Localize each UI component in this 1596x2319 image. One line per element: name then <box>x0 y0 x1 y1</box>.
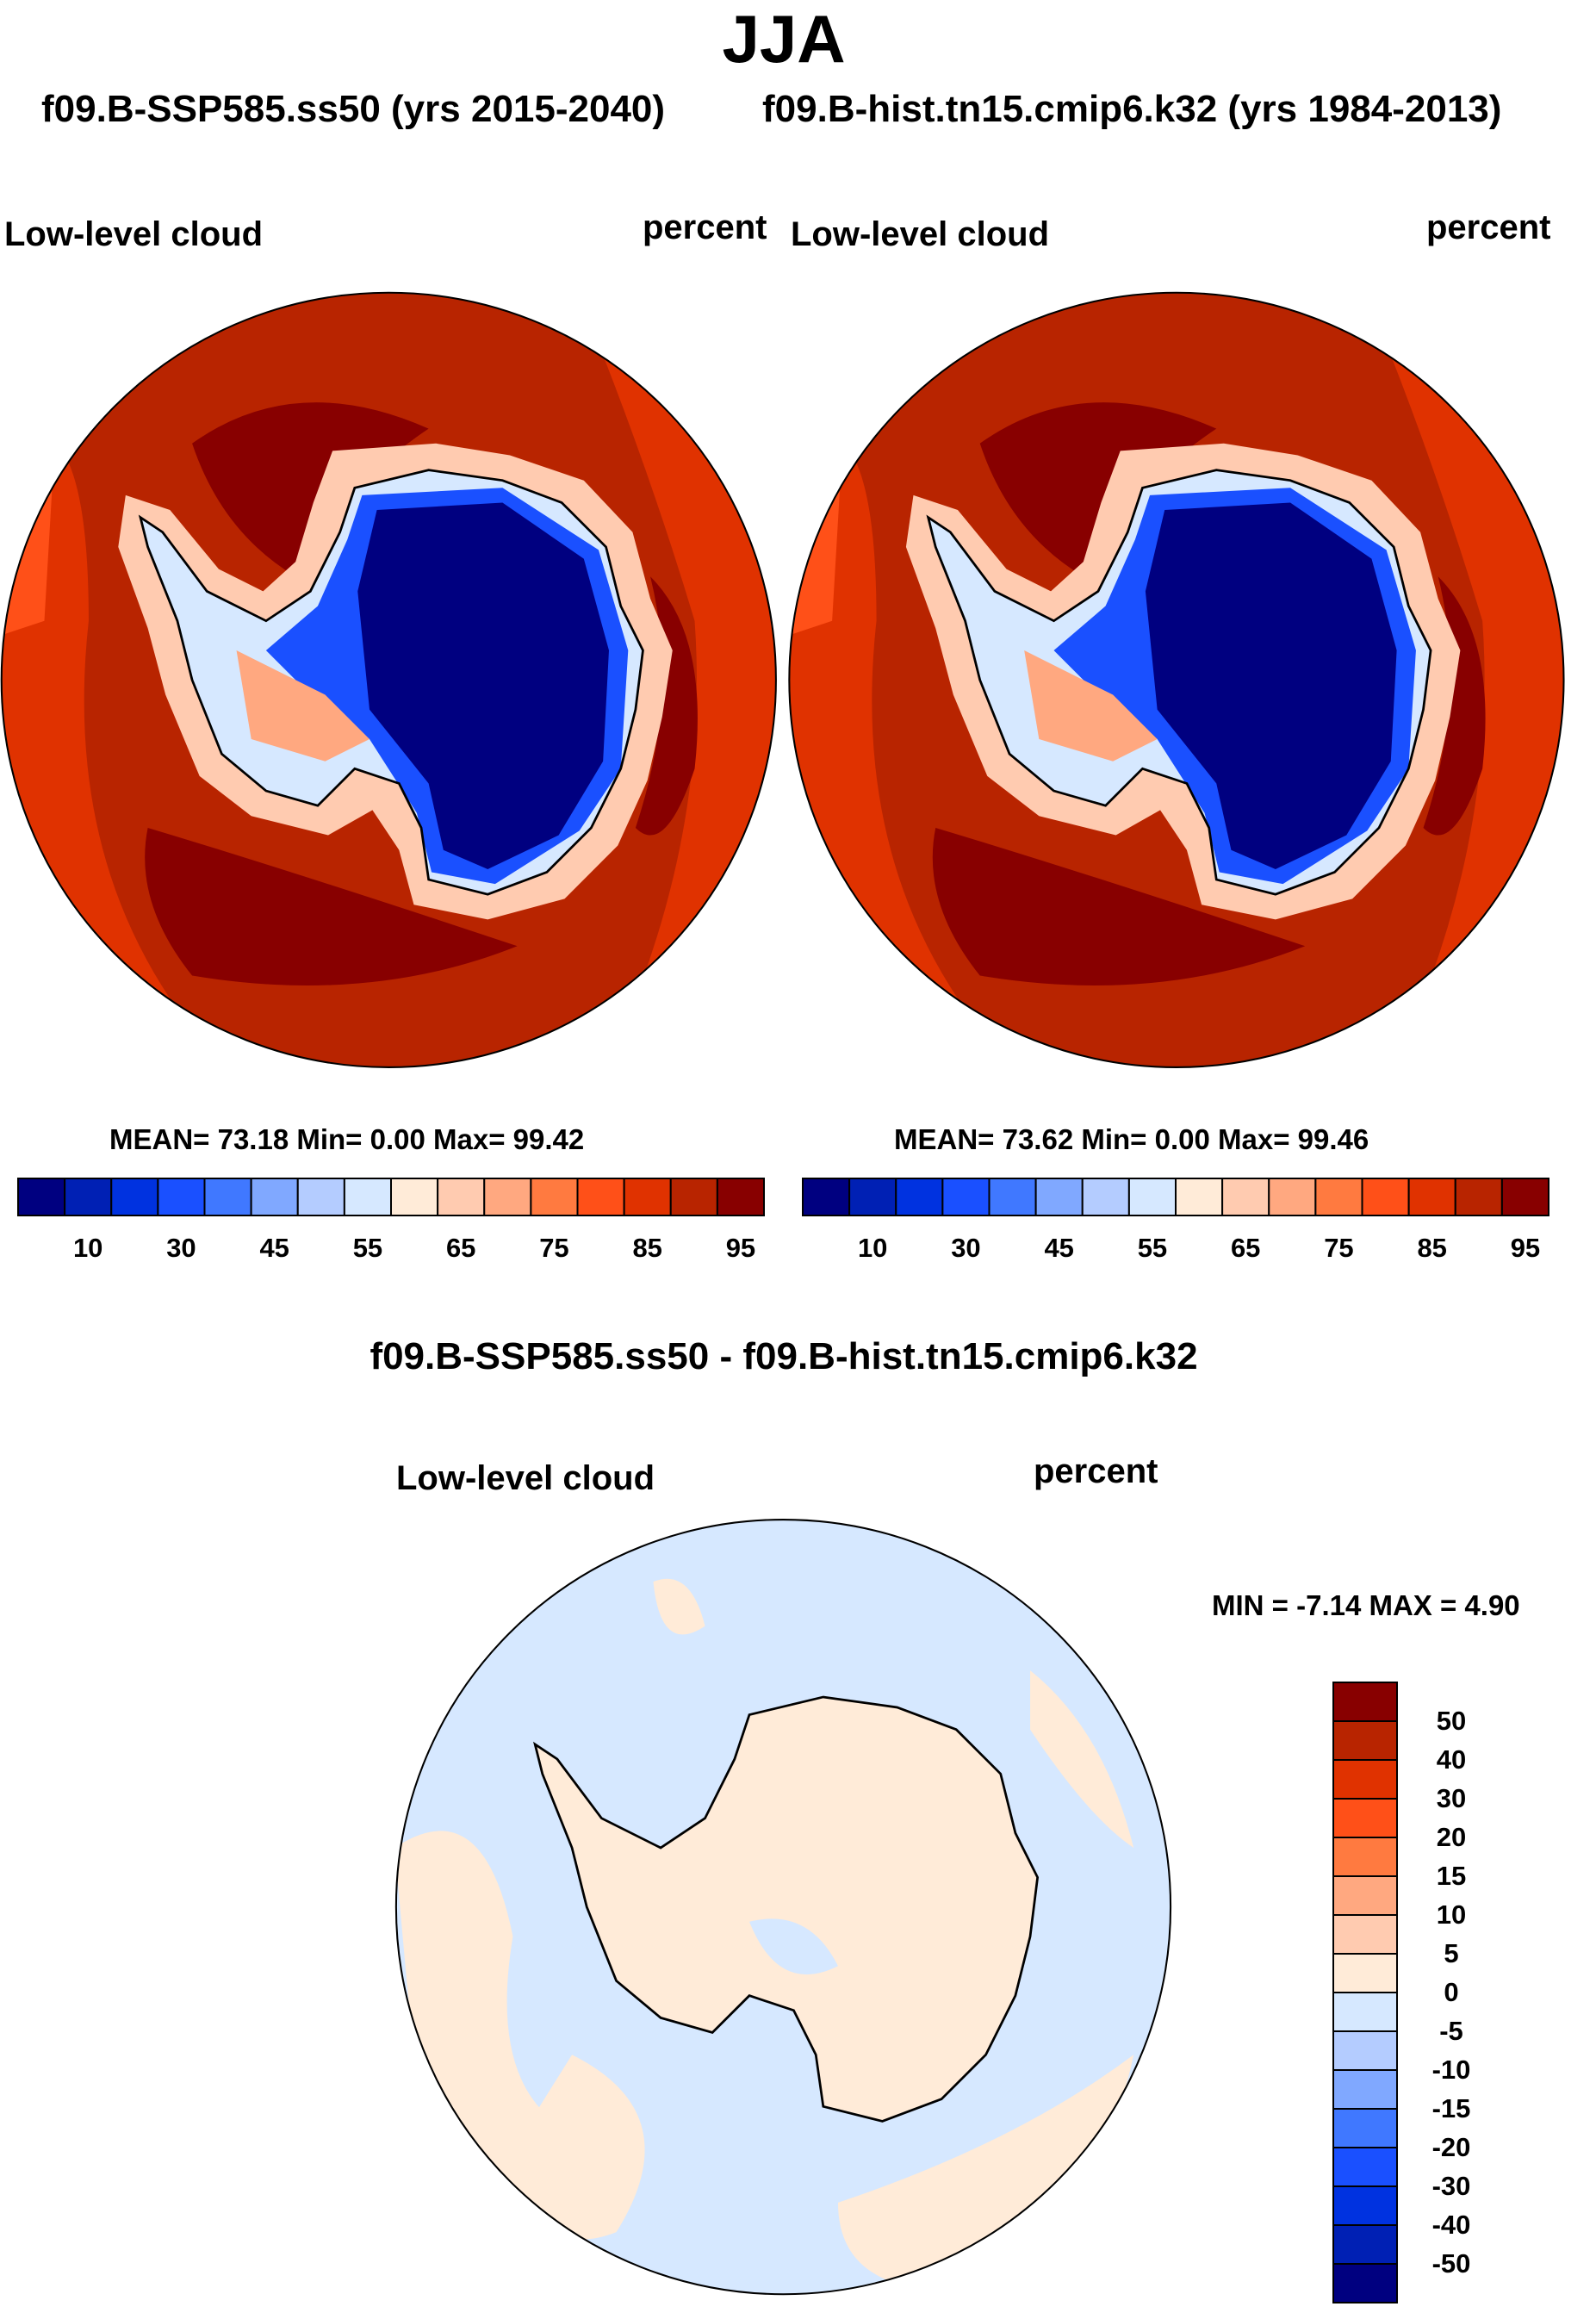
diff-variable: Low-level cloud <box>396 1459 655 1497</box>
colorbar-box <box>1454 1178 1503 1216</box>
colorbar-tick-label: -10 <box>1431 2055 1471 2085</box>
colorbar-tick-label: 10 <box>72 1233 103 1263</box>
colorbar-tick-label: 95 <box>1510 1233 1541 1263</box>
colorbar-box <box>848 1178 897 1216</box>
colorbar-box <box>203 1178 252 1216</box>
colorbar-box <box>250 1178 299 1216</box>
colorbar-box <box>1332 1798 1398 1838</box>
colorbar-box <box>716 1178 765 1216</box>
colorbar-box <box>1221 1178 1270 1216</box>
diff-units: percent <box>1034 1452 1158 1490</box>
colorbar-tick-label: 85 <box>632 1233 662 1263</box>
colorbar-box <box>1500 1178 1549 1216</box>
colorbar-box <box>1127 1178 1177 1216</box>
colorbar-box <box>110 1178 159 1216</box>
colorbar-tick-label: 0 <box>1444 1977 1459 2007</box>
colorbar-tick-label: 65 <box>1230 1233 1261 1263</box>
colorbar-box <box>390 1178 439 1216</box>
colorbar-tick-label: 75 <box>539 1233 569 1263</box>
colorbar-diff <box>1332 1682 1398 2303</box>
colorbar-box <box>530 1178 579 1216</box>
colorbar-tick-label: 45 <box>259 1233 289 1263</box>
colorbar-box <box>802 1178 851 1216</box>
colorbar-tick-label: 95 <box>725 1233 756 1263</box>
colorbar-box <box>1332 1992 1398 2032</box>
colorbar-panel1 <box>17 1178 765 1216</box>
colorbar-box <box>1081 1178 1130 1216</box>
colorbar-box <box>64 1178 113 1216</box>
colorbar-tick-label: -40 <box>1431 2210 1471 2240</box>
colorbar-tick-label: 55 <box>352 1233 383 1263</box>
panel2-stats: MEAN= 73.62 Min= 0.00 Max= 99.46 <box>894 1123 1369 1155</box>
colorbar-box <box>1332 1837 1398 1877</box>
panel1-units: percent <box>643 208 767 246</box>
colorbar-tick-label: 30 <box>951 1233 981 1263</box>
colorbar-box <box>483 1178 532 1216</box>
colorbar-box <box>17 1178 66 1216</box>
colorbar-box <box>669 1178 718 1216</box>
colorbar-tick-label: -5 <box>1439 2016 1463 2046</box>
colorbar-box <box>1268 1178 1317 1216</box>
colorbar-box <box>1407 1178 1456 1216</box>
colorbar-box <box>1332 2108 1398 2148</box>
colorbar-box <box>988 1178 1037 1216</box>
colorbar-box <box>1332 2147 1398 2187</box>
colorbar-box <box>1034 1178 1084 1216</box>
panel1-variable: Low-level cloud <box>4 215 264 253</box>
colorbar-tick-label: 15 <box>1436 1861 1467 1891</box>
subtitle-left: f09.B-SSP585.ss50 (yrs 2015-2040) <box>41 88 666 130</box>
colorbar-box <box>1332 1720 1398 1761</box>
colorbar-box <box>1332 2030 1398 2071</box>
colorbar-box <box>157 1178 206 1216</box>
colorbar-box <box>1332 1759 1398 1800</box>
colorbar-box <box>1332 2263 1398 2303</box>
figure-title: JJA <box>722 1 846 77</box>
map-panel1 <box>0 293 783 1067</box>
colorbar-panel2 <box>802 1178 1549 1216</box>
colorbar-box <box>1175 1178 1224 1216</box>
colorbar-tick-label: 10 <box>857 1233 888 1263</box>
colorbar-box <box>343 1178 392 1216</box>
colorbar-tick-label: 75 <box>1324 1233 1354 1263</box>
colorbar-tick-label: 30 <box>1436 1783 1467 1813</box>
colorbar-tick-label: 20 <box>1436 1822 1467 1852</box>
panel2-variable: Low-level cloud <box>791 215 1050 253</box>
colorbar-box <box>1332 2185 1398 2226</box>
diff-title: f09.B-SSP585.ss50 - f09.B-hist.tn15.cmip… <box>370 1335 1198 1377</box>
colorbar-box <box>1332 1875 1398 1916</box>
colorbar-tick-label: 40 <box>1436 1744 1467 1775</box>
colorbar-box <box>1361 1178 1410 1216</box>
colorbar-box <box>576 1178 625 1216</box>
colorbar-box <box>1332 1682 1398 1722</box>
colorbar-box <box>1332 1914 1398 1955</box>
colorbar-box <box>1314 1178 1363 1216</box>
colorbar-box <box>623 1178 672 1216</box>
colorbar-tick-label: 50 <box>1436 1706 1467 1736</box>
colorbar-box <box>1332 2224 1398 2265</box>
colorbar-tick-label: 10 <box>1436 1899 1467 1930</box>
colorbar-tick-label: -20 <box>1431 2132 1471 2162</box>
colorbar-box <box>1332 2069 1398 2110</box>
colorbar-tick-label: 55 <box>1137 1233 1168 1263</box>
colorbar-box <box>1332 1953 1398 1993</box>
colorbar-tick-label: 5 <box>1444 1938 1459 1968</box>
colorbar-tick-label: -15 <box>1431 2093 1471 2123</box>
diff-stats: MIN = -7.14 MAX = 4.90 <box>1212 1589 1520 1621</box>
map-diff <box>394 1520 1171 2294</box>
colorbar-tick-label: -50 <box>1431 2248 1471 2279</box>
colorbar-box <box>941 1178 991 1216</box>
colorbar-tick-label: 65 <box>445 1233 476 1263</box>
colorbar-box <box>296 1178 345 1216</box>
map-panel2 <box>788 293 1571 1067</box>
colorbar-tick-label: 45 <box>1044 1233 1074 1263</box>
subtitle-right: f09.B-hist.tn15.cmip6.k32 (yrs 1984-2013… <box>762 88 1502 130</box>
colorbar-tick-label: 85 <box>1417 1233 1447 1263</box>
colorbar-box <box>895 1178 944 1216</box>
colorbar-tick-label: 30 <box>166 1233 196 1263</box>
panel1-stats: MEAN= 73.18 Min= 0.00 Max= 99.42 <box>109 1123 585 1155</box>
colorbar-tick-label: -30 <box>1431 2171 1471 2201</box>
panel2-units: percent <box>1426 208 1551 246</box>
colorbar-box <box>437 1178 486 1216</box>
